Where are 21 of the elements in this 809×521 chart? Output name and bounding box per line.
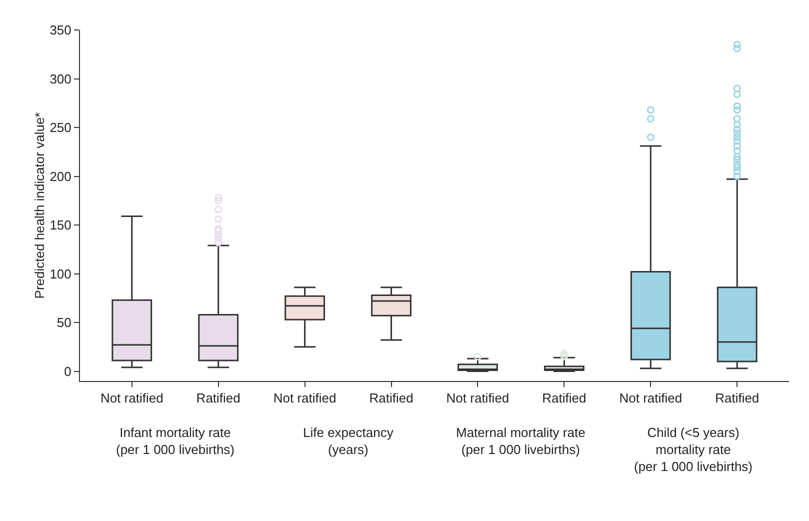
y-tick-label: 300 [50, 71, 72, 86]
x-tick-label: Ratified [542, 390, 586, 406]
text: Life expectancy (years) [303, 425, 394, 457]
x-tick-label: Not ratified [619, 390, 682, 406]
x-tick-label: Not ratified [273, 390, 336, 406]
x-tick-label: Ratified [715, 390, 760, 406]
x-tick-label: Not ratified [100, 390, 164, 406]
text: Maternal mortality rate (per 1 000 livebirths) [456, 425, 586, 457]
y-tick-label: 250 [50, 120, 72, 136]
x-tick-label: Ratified [196, 390, 240, 406]
text: Child (<5 years) mortality rate (per 1 000 livebirths) [634, 425, 752, 474]
y-tick-label: 0 [64, 364, 72, 379]
y-tick-label: 50 [56, 315, 72, 330]
x-tick-label: Not ratified [446, 390, 510, 406]
y-axis-title: Predicted health indicator value* [32, 112, 47, 299]
y-tick-label: 100 [50, 266, 72, 282]
text: Infant mortality rate (per 1 000 livebirths) [116, 425, 234, 457]
y-tick-label: 350 [50, 22, 72, 38]
y-tick-label: 150 [50, 218, 72, 233]
y-tick-label: 200 [50, 168, 72, 184]
x-tick-label: Ratified [369, 390, 414, 406]
